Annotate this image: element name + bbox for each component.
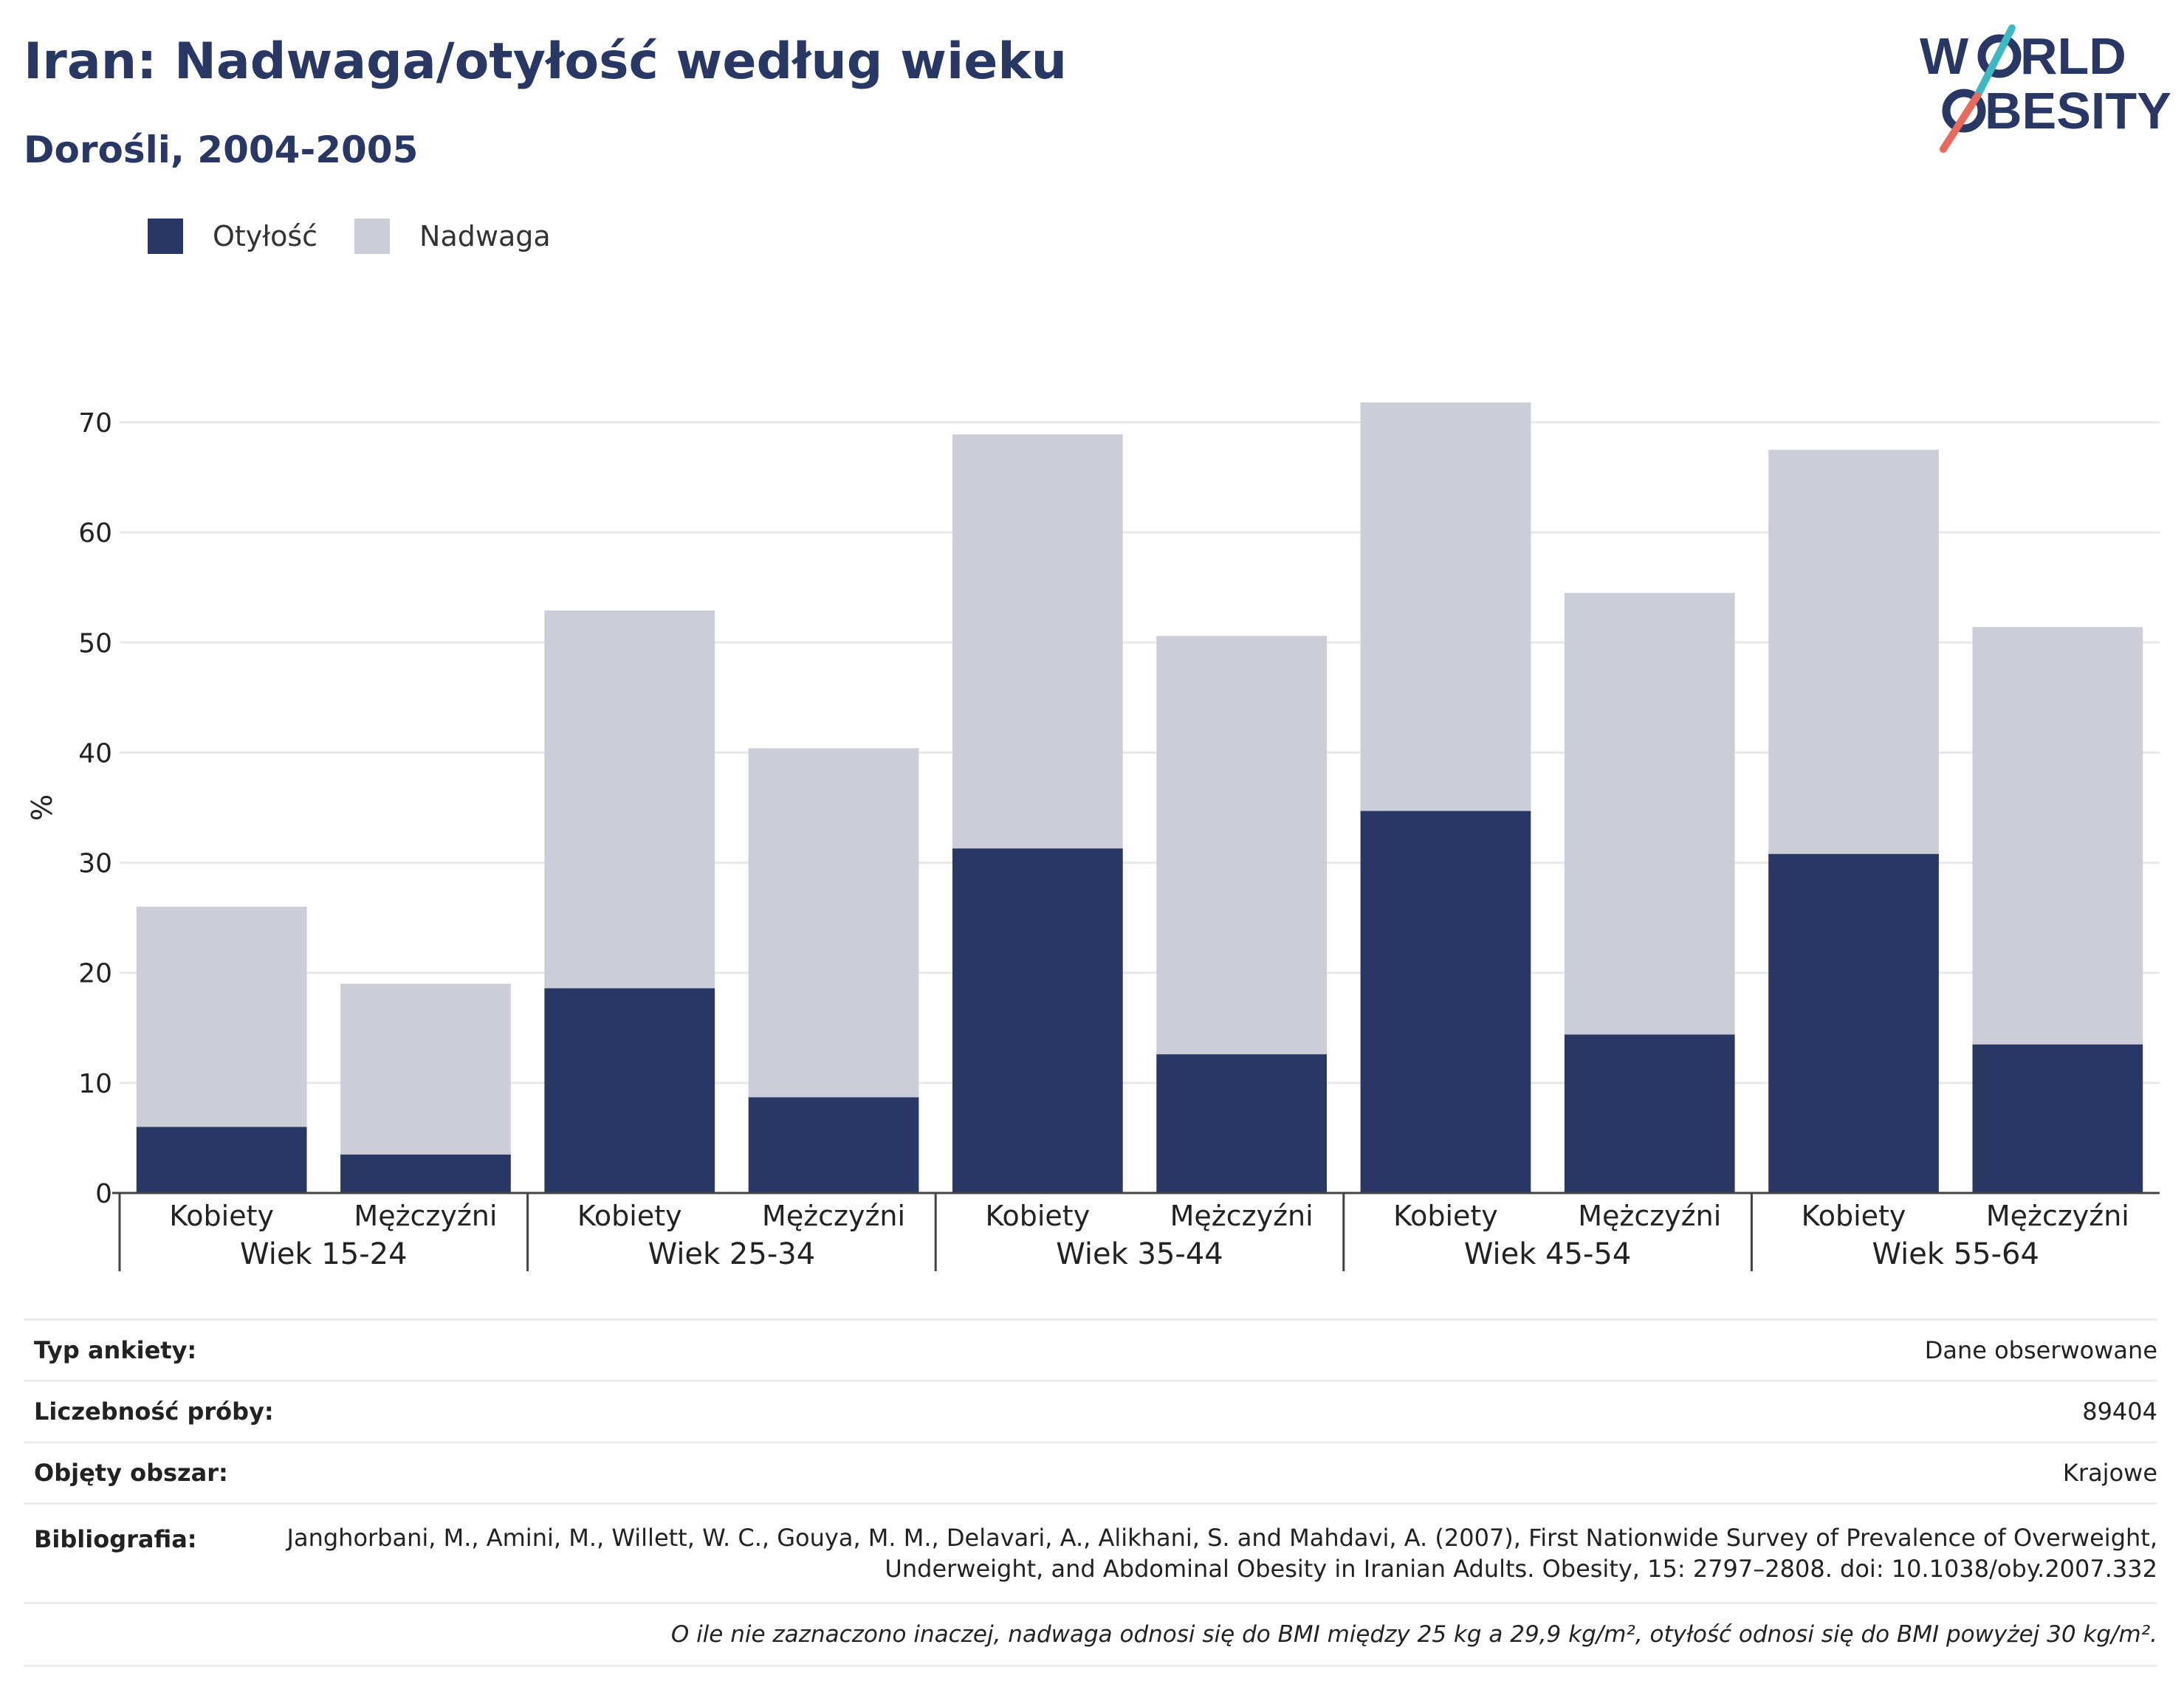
legend-swatch-overweight	[354, 219, 391, 254]
bar-obesity	[1972, 1044, 2143, 1193]
legend-label-obesity: Otyłość	[213, 220, 318, 252]
x-category-label: Mężczyźni	[1170, 1200, 1314, 1232]
info-value: 89404	[2082, 1397, 2157, 1426]
x-category-label: Kobiety	[1393, 1200, 1498, 1232]
bar-overweight	[952, 434, 1123, 849]
svg-text:W: W	[1920, 27, 1968, 85]
info-label: Bibliografia:	[34, 1525, 197, 1553]
bar-obesity	[952, 848, 1123, 1193]
legend-label-overweight: Nadwaga	[419, 220, 551, 252]
world-obesity-logo: W RLD BESITY	[1920, 24, 2171, 153]
x-category-label: Mężczyźni	[762, 1200, 905, 1232]
page-subtitle: Dorośli, 2004-2005	[24, 128, 419, 171]
y-tick-label: 30	[78, 849, 112, 879]
x-category-label: Kobiety	[577, 1200, 682, 1232]
stacked-bar-chart: 0 10 20 30 40 50 60 70% Kobiety Mężczyźni Kobiety M…	[26, 402, 2160, 1271]
bar-obesity	[1360, 811, 1531, 1193]
legend-swatch-obesity	[148, 219, 183, 254]
chart-legend: Otyłość Nadwaga	[148, 219, 588, 254]
x-category-label: Kobiety	[169, 1200, 274, 1232]
info-value: Krajowe	[2062, 1459, 2157, 1487]
info-row-sample-size: Liczebność próby: 89404	[24, 1380, 2157, 1441]
x-group-label: Wiek 45-54	[1464, 1237, 1632, 1271]
y-tick-label: 60	[78, 518, 112, 549]
bar-overweight	[1564, 593, 1735, 1035]
bar-overweight	[340, 983, 511, 1155]
bar-overweight	[748, 748, 919, 1098]
x-group-label: Wiek 55-64	[1872, 1237, 2039, 1271]
bar-obesity	[136, 1127, 307, 1193]
x-category-label: Mężczyźni	[1986, 1200, 2129, 1232]
survey-info-table: Typ ankiety: Dane obserwowane Liczebność…	[24, 1318, 2157, 1667]
bar-overweight	[1156, 636, 1328, 1055]
bar-overweight	[136, 907, 307, 1127]
bar-obesity	[340, 1154, 511, 1193]
page-title: Iran: Nadwaga/otyłość według wieku	[24, 32, 1068, 91]
x-group-label: Wiek 35-44	[1056, 1237, 1223, 1271]
bar-obesity	[1564, 1034, 1735, 1193]
info-row-bibliography: Bibliografia: Janghorbani, M., Amini, M.…	[24, 1502, 2157, 1602]
y-tick-label: 40	[78, 738, 112, 769]
x-category-label: Kobiety	[1802, 1200, 1906, 1232]
info-label: Typ ankiety:	[34, 1336, 197, 1364]
x-category-label: Mężczyźni	[354, 1200, 497, 1232]
y-tick-label: 70	[78, 408, 112, 439]
bar-overweight	[1972, 627, 2143, 1045]
y-tick-label: 0	[95, 1179, 112, 1209]
bar-obesity	[544, 988, 715, 1193]
bar-obesity	[748, 1097, 919, 1193]
info-value: Dane obserwowane	[1924, 1336, 2157, 1364]
bar-obesity	[1768, 853, 1939, 1193]
x-group-label: Wiek 15-24	[240, 1237, 408, 1271]
y-axis-label: %	[26, 794, 58, 821]
x-group-label: Wiek 25-34	[648, 1237, 816, 1271]
bar-obesity	[1156, 1054, 1328, 1193]
bibliography-text: Janghorbani, M., Amini, M., Willett, W. …	[286, 1524, 2157, 1583]
footnote: O ile nie zaznaczono inaczej, nadwaga od…	[24, 1602, 2157, 1667]
info-row-area: Objęty obszar: Krajowe	[24, 1441, 2157, 1502]
bar-overweight	[1360, 402, 1531, 811]
svg-text:BESITY: BESITY	[1985, 82, 2171, 140]
legend-item-obesity[interactable]: Otyłość	[148, 219, 317, 254]
info-label: Objęty obszar:	[34, 1459, 228, 1487]
bar-overweight	[1768, 450, 1939, 854]
info-label: Liczebność próby:	[34, 1397, 274, 1426]
x-category-label: Mężczyźni	[1578, 1200, 1721, 1232]
y-tick-label: 10	[78, 1069, 112, 1099]
y-tick-label: 20	[78, 959, 112, 989]
bar-overweight	[544, 611, 715, 989]
info-row-survey-type: Typ ankiety: Dane obserwowane	[24, 1318, 2157, 1380]
legend-item-overweight[interactable]: Nadwaga	[354, 219, 551, 254]
x-category-label: Kobiety	[985, 1200, 1090, 1232]
svg-text:RLD: RLD	[2020, 27, 2126, 85]
y-tick-label: 50	[78, 628, 112, 659]
